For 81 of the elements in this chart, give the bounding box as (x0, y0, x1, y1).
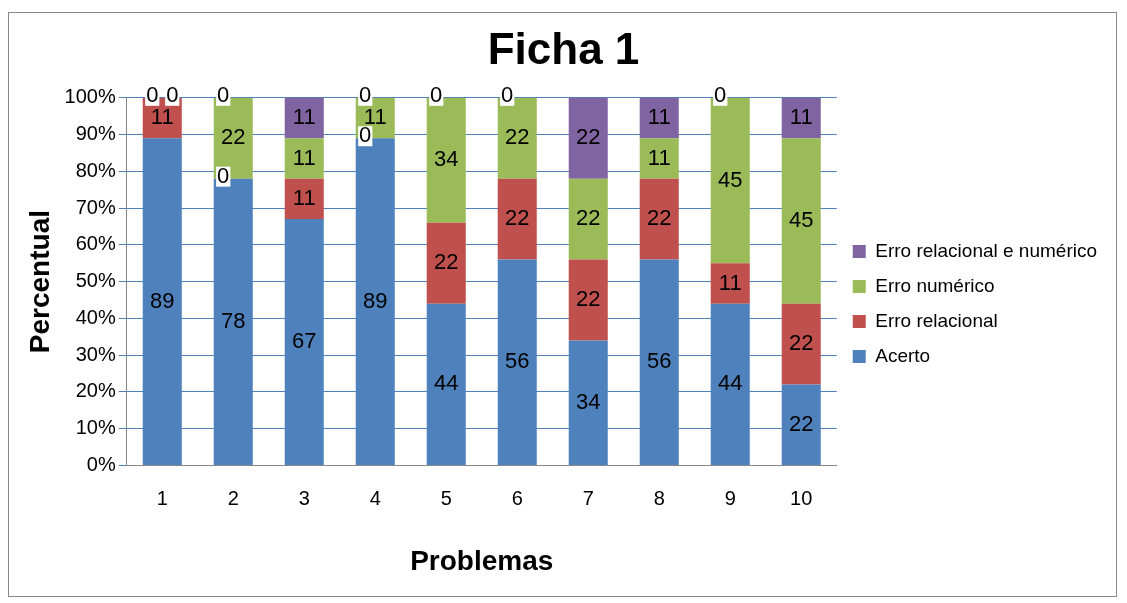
bar (284, 138, 324, 179)
legend-label: Erro numérico (875, 274, 995, 296)
bar (639, 178, 679, 260)
data-label: 22 (221, 124, 246, 150)
bar (781, 138, 821, 304)
y-tick-label: 50% (75, 269, 116, 292)
data-label: 44 (434, 370, 459, 396)
data-label: 0 (217, 81, 230, 107)
data-label: 11 (292, 144, 316, 170)
x-axis-title: Problemas (410, 544, 554, 576)
data-label: 45 (788, 207, 814, 233)
x-tick-label: 5 (440, 486, 452, 509)
data-label: 56 (505, 348, 530, 374)
data-label: 0 (166, 81, 179, 107)
data-label: 22 (788, 330, 814, 356)
legend-label: Acerto (875, 344, 931, 366)
bar (284, 97, 324, 139)
bar (568, 97, 608, 179)
x-tick-label: 3 (298, 486, 310, 509)
y-tick-label: 90% (75, 122, 116, 145)
x-tick-label: 7 (582, 486, 594, 509)
data-label: 0 (217, 162, 230, 188)
data-label: 22 (505, 124, 530, 150)
data-label: 34 (576, 388, 601, 414)
data-label: 44 (717, 370, 743, 396)
data-label: 89 (363, 287, 388, 313)
data-label: 22 (576, 205, 601, 231)
bar (497, 178, 537, 260)
data-label: 0 (714, 81, 727, 107)
bar (781, 97, 821, 139)
y-axis-title: Percentual (23, 210, 55, 354)
y-tick-label: 80% (75, 158, 116, 181)
x-tick-label: 2 (227, 486, 239, 509)
data-label: 56 (647, 348, 672, 374)
y-tick-label: 70% (75, 195, 116, 218)
data-label: 11 (718, 269, 742, 295)
x-tick-label: 4 (369, 486, 381, 509)
bar (568, 178, 608, 260)
chart-title: Ficha 1 (487, 23, 640, 73)
data-label: 45 (717, 166, 743, 192)
data-label: 89 (150, 287, 175, 313)
bar (639, 138, 679, 179)
bar (284, 178, 324, 220)
x-tick-label: 9 (724, 486, 736, 509)
bar (568, 259, 608, 341)
legend-label: Erro relacional (875, 309, 998, 331)
data-label: 22 (434, 249, 459, 275)
data-label: 0 (146, 81, 159, 107)
data-label: 22 (788, 410, 814, 436)
bar (781, 303, 821, 385)
data-label: 11 (150, 104, 174, 130)
bar (639, 97, 679, 139)
data-label: 22 (505, 205, 530, 231)
data-label: 0 (359, 81, 372, 107)
x-tick-label: 8 (653, 486, 665, 509)
y-tick-label: 60% (75, 232, 116, 255)
data-label: 0 (430, 81, 443, 107)
y-tick-label: 0% (86, 452, 116, 475)
x-tick-label: 1 (156, 486, 168, 509)
data-label: 22 (576, 124, 601, 150)
x-tick-label: 10 (790, 486, 813, 509)
y-tick-label: 100% (64, 85, 116, 108)
data-label: 11 (647, 144, 671, 170)
data-label: 67 (292, 328, 317, 354)
data-label: 22 (647, 205, 672, 231)
data-label: 11 (789, 104, 813, 130)
data-label: 22 (576, 286, 601, 312)
data-label: 11 (292, 184, 316, 210)
y-tick-label: 20% (75, 379, 116, 402)
data-label: 0 (501, 81, 514, 107)
y-tick-label: 30% (75, 342, 116, 365)
y-tick-label: 10% (75, 416, 116, 439)
data-label: 34 (434, 146, 459, 172)
data-label: 78 (221, 307, 246, 333)
data-label: 11 (647, 104, 671, 130)
data-label: 11 (292, 104, 316, 130)
legend-label: Erro relacional e numérico (875, 239, 1097, 261)
x-tick-label: 6 (511, 486, 523, 509)
bar (426, 222, 466, 304)
y-tick-label: 40% (75, 305, 116, 328)
bar (710, 263, 750, 304)
